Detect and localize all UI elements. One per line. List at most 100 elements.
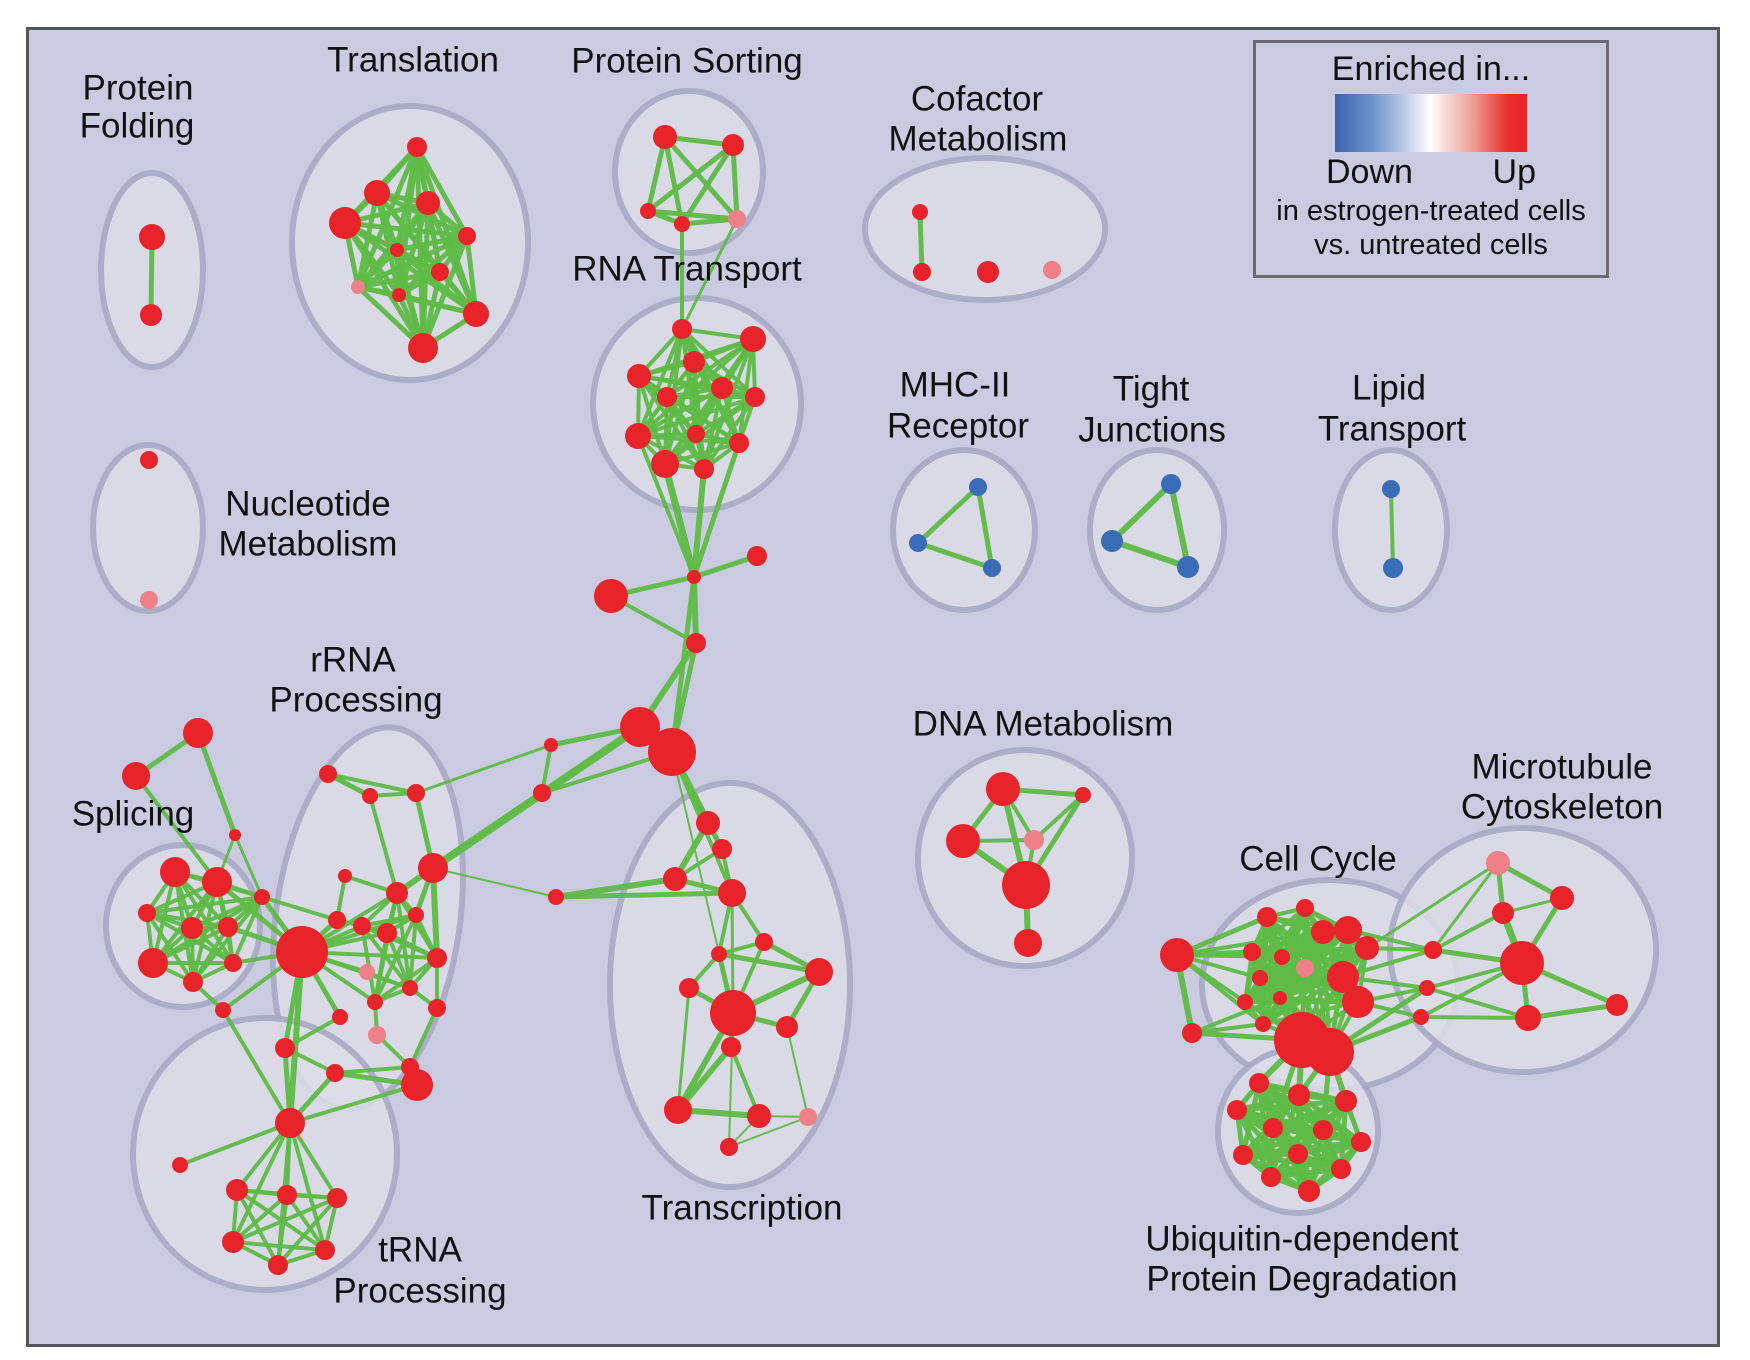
network-nodes [122,125,1628,1275]
cluster-label-rna-transport: RNA Transport [572,249,802,288]
cluster-label-nucleotide-metabolism-line2: Metabolism [219,524,398,563]
edge-sp9-spc [233,833,264,899]
edge-ccr3-mt6 [1419,1015,1530,1020]
node-cc6 [1243,943,1261,961]
node-TRH [275,1108,305,1138]
edge-s2-rr4 [431,791,544,870]
edge-TRH-tni [178,1121,292,1167]
cluster-label-cofactor-metabolism-line1: Cofactor [911,79,1044,118]
node-rt5 [657,387,677,407]
edge-ub6-ub8 [1240,1127,1326,1158]
node-ccL2 [1182,1023,1202,1043]
node-tl10 [463,301,489,327]
edge-mt5-mt6 [1525,1002,1620,1021]
node-ub10 [1261,1167,1281,1187]
node-dm1 [986,772,1020,806]
node-dm2 [1075,787,1091,803]
node-l2 [1383,558,1403,578]
edge-tx10-tx12 [729,1045,761,1118]
node-cc13 [1342,986,1374,1018]
edge-cc2-cc6 [1250,906,1307,954]
edge-ub10-ub11 [1268,1166,1344,1180]
legend-box: Enriched in... Down Up in estrogen-treat… [1253,40,1609,278]
node-rr8 [328,911,346,929]
edge-rr4-rr12 [430,865,440,961]
node-s1 [544,738,558,752]
edge-RRH-TRH [287,949,305,1126]
cluster-label-rrna-processing-line2: Processing [269,680,442,719]
edge-cf1-cf2 [917,209,925,275]
node-rr12 [427,948,447,968]
node-cc7 [1274,949,1290,965]
node-c3 [594,579,628,613]
edge-rr2-rr6 [368,794,399,895]
node-tl8 [351,280,365,294]
node-cf1 [912,204,928,220]
legend-down-label: Down [1326,153,1413,192]
cluster-ellipse-nucleotide-metabolism [90,442,206,614]
edge-sp6-spc [151,895,264,965]
edge-t1-sp9 [195,730,238,838]
edge-rt7-rt8 [636,395,757,438]
edge-tl5-tl9 [396,233,470,298]
edge-m1-m2 [915,484,981,546]
node-c1 [687,570,701,584]
edge-ccr1-mtp [1431,861,1500,952]
node-rr11 [359,964,375,980]
node-cf4 [1043,261,1061,279]
edge-rr19-rr20 [333,1065,412,1075]
cluster-label-dna-metabolism: DNA Metabolism [913,704,1174,743]
node-c4 [686,633,706,653]
node-tl4 [416,191,440,215]
edge-dm2-dm4 [1032,793,1085,842]
node-cc9 [1327,961,1359,993]
node-rr16 [428,999,446,1017]
node-tl1 [407,137,427,157]
edge-c1-c2 [691,553,760,580]
edge-tl5-tl10 [464,233,479,317]
node-sp3 [138,904,156,922]
node-tx7 [805,958,833,986]
edge-tx0-tx3 [553,876,678,900]
edge-sp1-sp8 [173,870,235,965]
edge-j1-j2 [1109,481,1174,544]
node-h1 [620,707,660,747]
node-tn2 [277,1185,297,1205]
node-sp7 [183,972,203,992]
edge-rt12-c1 [691,466,707,580]
node-rr3 [407,784,425,802]
edge-tn2-tn4 [231,1193,289,1244]
node-tl5 [458,227,476,245]
edge-cc13-cc14 [1261,1000,1360,1026]
cluster-label-splicing: Splicing [72,794,195,833]
edge-rr12-rr14 [373,956,439,1004]
edge-tn3-tn4 [231,1196,339,1244]
node-rr18 [368,1026,386,1044]
edge-rr8-spc [260,895,339,922]
node-m1 [969,478,987,496]
edge-ps1-ps5 [662,134,740,222]
edge-rt11-c1 [661,460,698,581]
node-sp9 [229,829,241,841]
node-mt2 [1550,886,1574,910]
edge-tn1-tn6 [235,1188,280,1267]
node-tl2 [364,180,390,206]
cluster-label-microtubule-cytoskeleton-line1: Microtubule [1472,747,1653,786]
node-rr21 [401,1069,433,1101]
node-tx2 [712,839,732,859]
node-rt8 [625,423,651,449]
node-ps3 [640,203,656,219]
node-ub5 [1263,1118,1283,1138]
node-ps5 [728,210,746,228]
node-rr14 [367,994,383,1010]
node-tx13 [799,1108,817,1126]
edge-TRH-tn5 [288,1121,327,1252]
node-cc2 [1296,899,1314,917]
node-tl9 [392,288,406,302]
legend-downup-row: Down Up [1326,153,1536,192]
cluster-label-protein-sorting: Protein Sorting [571,41,803,80]
edge-ccL-cc7 [1175,953,1284,959]
node-n2 [140,591,158,609]
node-tx5 [755,933,773,951]
